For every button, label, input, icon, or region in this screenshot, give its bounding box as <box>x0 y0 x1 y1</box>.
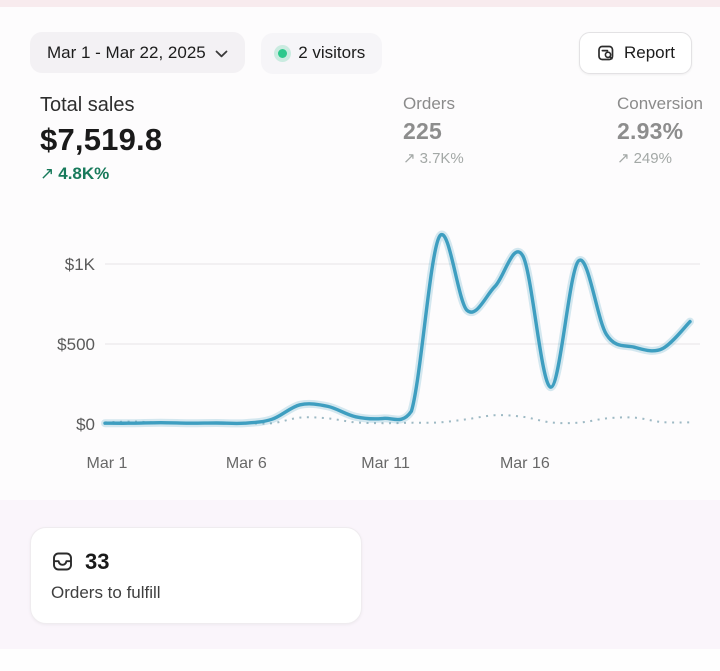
conversion-delta: ↗ 249% <box>617 149 672 167</box>
orders-value: 225 <box>403 117 442 144</box>
total-sales-delta: ↗ 4.8K% <box>40 164 110 183</box>
chevron-down-icon <box>215 50 228 57</box>
metric-total-sales[interactable]: Total sales $7,519.8 ↗ 4.8K% <box>40 94 162 184</box>
x-axis-label: Mar 16 <box>500 455 550 472</box>
sales-line <box>103 232 692 426</box>
y-axis-label: $500 <box>57 335 95 354</box>
visitors-label: 2 visitors <box>298 43 366 62</box>
orders-to-fulfill-label: Orders to fulfill <box>51 582 161 602</box>
date-range-selector[interactable]: Mar 1 - Mar 22, 2025 <box>30 32 245 73</box>
orders-delta: ↗ 3.7K% <box>403 149 464 167</box>
up-right-arrow-icon: ↗ <box>40 164 55 183</box>
header-row: Mar 1 - Mar 22, 2025 2 visitors Report <box>30 32 692 74</box>
conversion-value: 2.93% <box>617 117 684 144</box>
bottom-strip <box>0 649 720 671</box>
report-button[interactable]: Report <box>578 32 692 74</box>
up-right-arrow-icon: ↗ <box>403 149 416 167</box>
x-axis-label: Mar 6 <box>226 455 267 472</box>
report-label: Report <box>623 43 675 62</box>
report-icon <box>598 45 614 61</box>
date-range-label: Mar 1 - Mar 22, 2025 <box>47 42 206 62</box>
metric-conversion[interactable]: Conversion 2.93% ↗ 249% <box>617 94 703 167</box>
sales-line-chart[interactable]: $0 $500 $1K Mar 1 Mar 6 Mar 11 Mar 16 <box>0 228 720 478</box>
bottom-section: 33 Orders to fulfill <box>0 500 720 649</box>
total-sales-label: Total sales <box>40 94 135 116</box>
orders-to-fulfill-card[interactable]: 33 Orders to fulfill <box>30 527 362 624</box>
conversion-label: Conversion <box>617 94 703 113</box>
inbox-orders-icon <box>53 552 72 571</box>
y-axis-label: $1K <box>65 255 96 274</box>
x-axis-label: Mar 1 <box>87 455 128 472</box>
total-sales-value: $7,519.8 <box>40 122 163 157</box>
live-dot-icon <box>278 48 288 58</box>
x-axis-label: Mar 11 <box>361 455 410 472</box>
y-axis-label: $0 <box>76 415 95 434</box>
orders-label: Orders <box>403 94 455 113</box>
up-right-arrow-icon: ↗ <box>617 149 630 167</box>
live-visitors-badge[interactable]: 2 visitors <box>261 32 383 74</box>
orders-to-fulfill-count: 33 <box>85 548 110 574</box>
top-banner-edge <box>0 0 720 7</box>
metric-orders[interactable]: Orders 225 ↗ 3.7K% <box>403 94 464 167</box>
